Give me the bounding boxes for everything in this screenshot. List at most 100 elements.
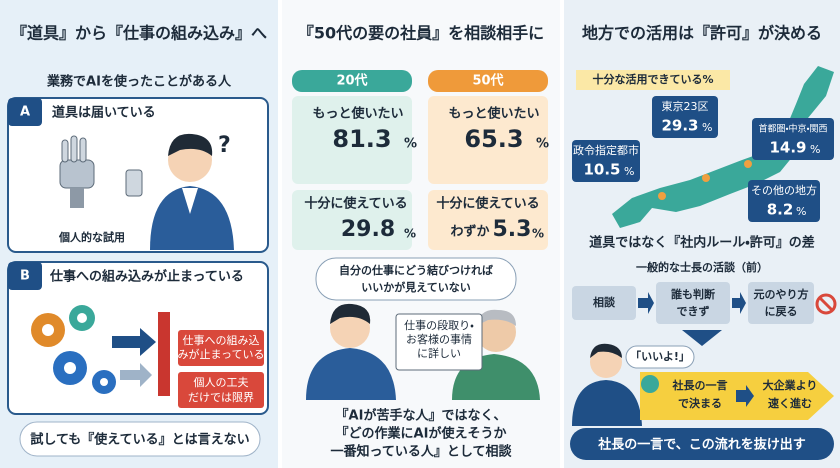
stat-unit: % <box>536 137 549 152</box>
result-text: 社長の一言 <box>672 378 728 392</box>
column-header <box>292 70 412 92</box>
stat-label: もっと使いたい <box>448 106 539 122</box>
bubble-text: 自分の仕事にどう結びつければ <box>339 263 493 277</box>
stat-unit: % <box>404 137 417 152</box>
flow-step <box>572 286 636 320</box>
result-text: 大企業より <box>763 378 818 392</box>
region-value: 8.2 <box>767 201 794 219</box>
decoration <box>476 309 516 326</box>
box-label: B <box>20 269 30 284</box>
panel-subtitle: 業務でAIを使ったことがある人 <box>46 74 232 90</box>
note-text: に詳しい <box>417 346 461 360</box>
decoration <box>572 380 642 426</box>
box-tab <box>8 262 42 290</box>
decoration <box>150 186 234 250</box>
decoration <box>70 135 78 163</box>
decoration <box>590 346 622 378</box>
region-name: 東京23区 <box>662 100 709 113</box>
down-arrow <box>682 330 722 346</box>
speech-bubble <box>315 257 517 301</box>
decoration <box>42 324 54 336</box>
decoration <box>77 313 87 323</box>
region-callout <box>572 140 640 182</box>
panel-title: 地方での活用は『許可』が決める <box>582 24 822 43</box>
region-name: 政令指定都市 <box>573 143 639 157</box>
decoration <box>112 328 156 356</box>
column-header-text: 50代 <box>472 73 503 89</box>
column-header <box>428 70 548 92</box>
speech-text: 「いいよ!」 <box>630 349 690 363</box>
decoration <box>306 348 396 400</box>
decoration <box>168 133 213 156</box>
map-label: 十分な活用できている% <box>592 72 713 86</box>
box-heading: 道具は届いている <box>52 105 156 121</box>
flow-text: 誰も判断 <box>671 287 715 301</box>
decoration <box>64 362 76 374</box>
decoration <box>702 174 710 182</box>
decoration <box>476 312 516 352</box>
result-text: で決まる <box>678 396 722 410</box>
tag <box>178 330 264 366</box>
box-tab <box>8 98 42 126</box>
decoration <box>818 296 834 312</box>
footer: 社長の一言で、この流れを抜け出す <box>597 437 805 453</box>
region-value: 29.3 <box>661 117 698 135</box>
flow-step <box>656 282 730 324</box>
stat-card <box>292 96 412 184</box>
tag-text: みが止まっている <box>177 347 264 361</box>
decoration <box>61 139 69 163</box>
decoration <box>100 378 108 386</box>
section-subheading: 一般的な士長の活談（前） <box>636 260 768 274</box>
footer: 試しても『使えている』とは言えない <box>30 432 249 448</box>
map-pins <box>658 160 752 200</box>
stat-value: 81.3 <box>332 125 391 153</box>
footer-pill <box>570 428 834 460</box>
decoration <box>744 160 752 168</box>
tag-text: だけでは限界 <box>188 391 254 404</box>
tag-text: 仕事への組み込 <box>183 334 260 347</box>
flow-arrow <box>736 385 754 407</box>
flow-text: に戻る <box>765 305 798 318</box>
japan-map <box>612 66 834 228</box>
stat-label: 十分に使えている <box>304 196 407 212</box>
flow-text: 元のやり方 <box>754 287 809 301</box>
flow-step <box>748 282 814 324</box>
region-unit: % <box>702 121 712 134</box>
gears-icon <box>31 305 116 394</box>
stat-unit: % <box>404 227 416 241</box>
wall <box>158 312 170 396</box>
stat-label: 十分に使えている <box>436 196 539 212</box>
footer: 『どの作業にAIが使えそうか <box>336 426 507 442</box>
region-unit: % <box>796 205 806 218</box>
stat-unit: % <box>532 227 544 241</box>
stat-value: 29.8 <box>341 217 395 242</box>
region-unit: % <box>810 143 820 156</box>
section-heading: 道具ではなく『社内ルール・許可』の差 <box>589 235 814 251</box>
region-name: 首都圏・中京・関西 <box>758 123 827 135</box>
panel-title: 『50代の要の社員』を相談相手に <box>298 24 544 43</box>
decoration <box>330 303 371 324</box>
flow-arrow <box>638 292 654 314</box>
speech-bubble <box>625 345 695 369</box>
boss-illustration <box>572 343 642 426</box>
box-heading: 仕事への組み込みが止まっている <box>49 269 244 285</box>
column-header-text: 20代 <box>336 73 367 89</box>
stat-value: 65.3 <box>464 125 523 153</box>
decoration <box>658 192 666 200</box>
decoration <box>590 343 622 358</box>
bubble-text: いいかが見えていない <box>361 280 470 294</box>
stat-card <box>292 190 412 250</box>
region-value: 14.9 <box>769 139 806 157</box>
region-callout <box>748 180 820 222</box>
result-text: 速く進む <box>768 396 812 410</box>
footer: 一番知っている人』として相談 <box>331 444 512 460</box>
decoration <box>120 363 152 387</box>
decoration <box>59 159 95 189</box>
note-card <box>395 313 483 371</box>
region-callout <box>652 96 718 138</box>
caption: 個人的な試用 <box>58 230 125 244</box>
footer-pill <box>19 421 261 457</box>
stat-prefix: わずか <box>450 224 489 240</box>
